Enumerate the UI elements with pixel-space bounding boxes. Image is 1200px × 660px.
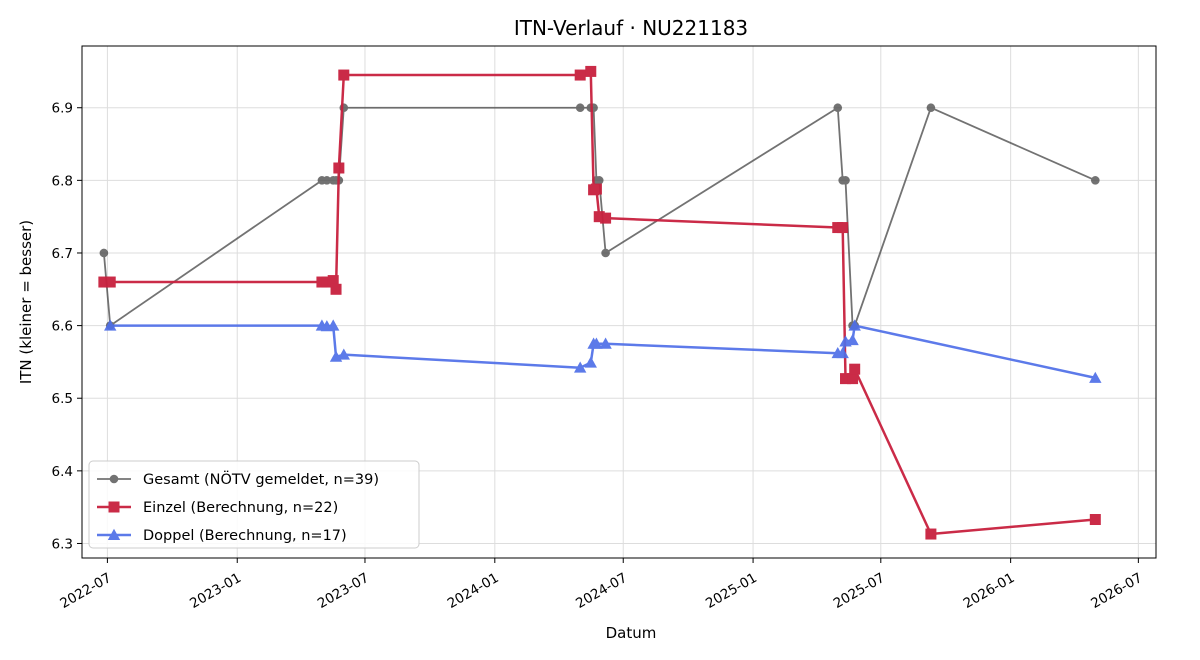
data-point-square — [330, 283, 342, 295]
y-axis-label: ITN (kleiner = besser) — [17, 220, 35, 384]
chart-title: ITN-Verlauf · NU221183 — [514, 16, 748, 40]
data-point-square — [333, 162, 345, 174]
data-point-triangle — [590, 337, 603, 349]
legend-item-square — [97, 501, 131, 513]
data-point-triangle — [104, 319, 117, 331]
y-tick-label: 6.4 — [52, 464, 73, 480]
data-point-square — [840, 373, 852, 385]
data-point-square — [585, 65, 597, 77]
series-group — [98, 65, 1102, 540]
y-tick-label: 6.8 — [52, 173, 73, 189]
data-point-triangle — [327, 319, 340, 331]
data-point-square — [574, 69, 586, 81]
data-point-circle — [575, 103, 585, 113]
data-point-triangle — [836, 347, 849, 359]
data-point-square — [925, 528, 937, 540]
legend: Gesamt (NÖTV gemeldet, n=39) Einzel (Bere… — [88, 460, 420, 549]
y-tick-label: 6.5 — [52, 391, 73, 407]
data-point-square — [321, 276, 333, 288]
legend-item-triangle — [97, 528, 131, 540]
data-point-triangle — [107, 528, 121, 540]
data-point-circle — [1091, 176, 1100, 185]
plot-frame — [81, 45, 1157, 559]
data-point-triangle — [1089, 371, 1102, 383]
data-point-square — [104, 276, 116, 288]
y-tick-label: 6.6 — [52, 319, 73, 335]
data-point-circle — [926, 103, 936, 113]
x-axis-label: Datum — [606, 624, 657, 642]
legend-label: Einzel (Berechnung, n=22) — [143, 500, 338, 516]
legend-item-circle — [97, 474, 131, 484]
data-point-square — [847, 373, 859, 385]
data-point-circle — [841, 176, 850, 185]
data-point-triangle — [337, 348, 350, 360]
data-point-square — [590, 183, 602, 195]
legend-label: Doppel (Berechnung, n=17) — [143, 528, 347, 544]
data-point-triangle — [846, 333, 859, 346]
data-point-square — [849, 363, 861, 375]
legend-label: Gesamt (NÖTV gemeldet, n=39) — [143, 470, 379, 488]
y-tick-label: 6.3 — [52, 536, 73, 552]
data-point-triangle — [848, 319, 861, 331]
legend-box — [88, 460, 420, 549]
data-point-triangle — [573, 361, 587, 373]
data-point-square — [108, 501, 120, 513]
y-tick-label: 6.9 — [52, 101, 73, 117]
data-point-circle — [594, 176, 604, 185]
data-point-circle — [833, 103, 843, 113]
data-point-square — [98, 276, 110, 288]
data-point-square — [1089, 514, 1101, 526]
data-point-circle — [601, 248, 610, 258]
data-point-square — [327, 275, 339, 287]
data-point-circle — [322, 176, 332, 185]
data-point-triangle — [599, 337, 612, 349]
data-point-square — [338, 69, 350, 81]
data-point-square — [600, 212, 612, 224]
data-point-square — [593, 211, 605, 223]
series-triangle — [104, 319, 1102, 383]
data-point-square — [837, 222, 849, 234]
y-tick-label: 6.7 — [52, 246, 73, 262]
data-point-circle — [109, 474, 119, 484]
data-point-circle — [99, 248, 109, 258]
data-point-triangle — [584, 356, 597, 368]
series-square — [98, 65, 1101, 540]
